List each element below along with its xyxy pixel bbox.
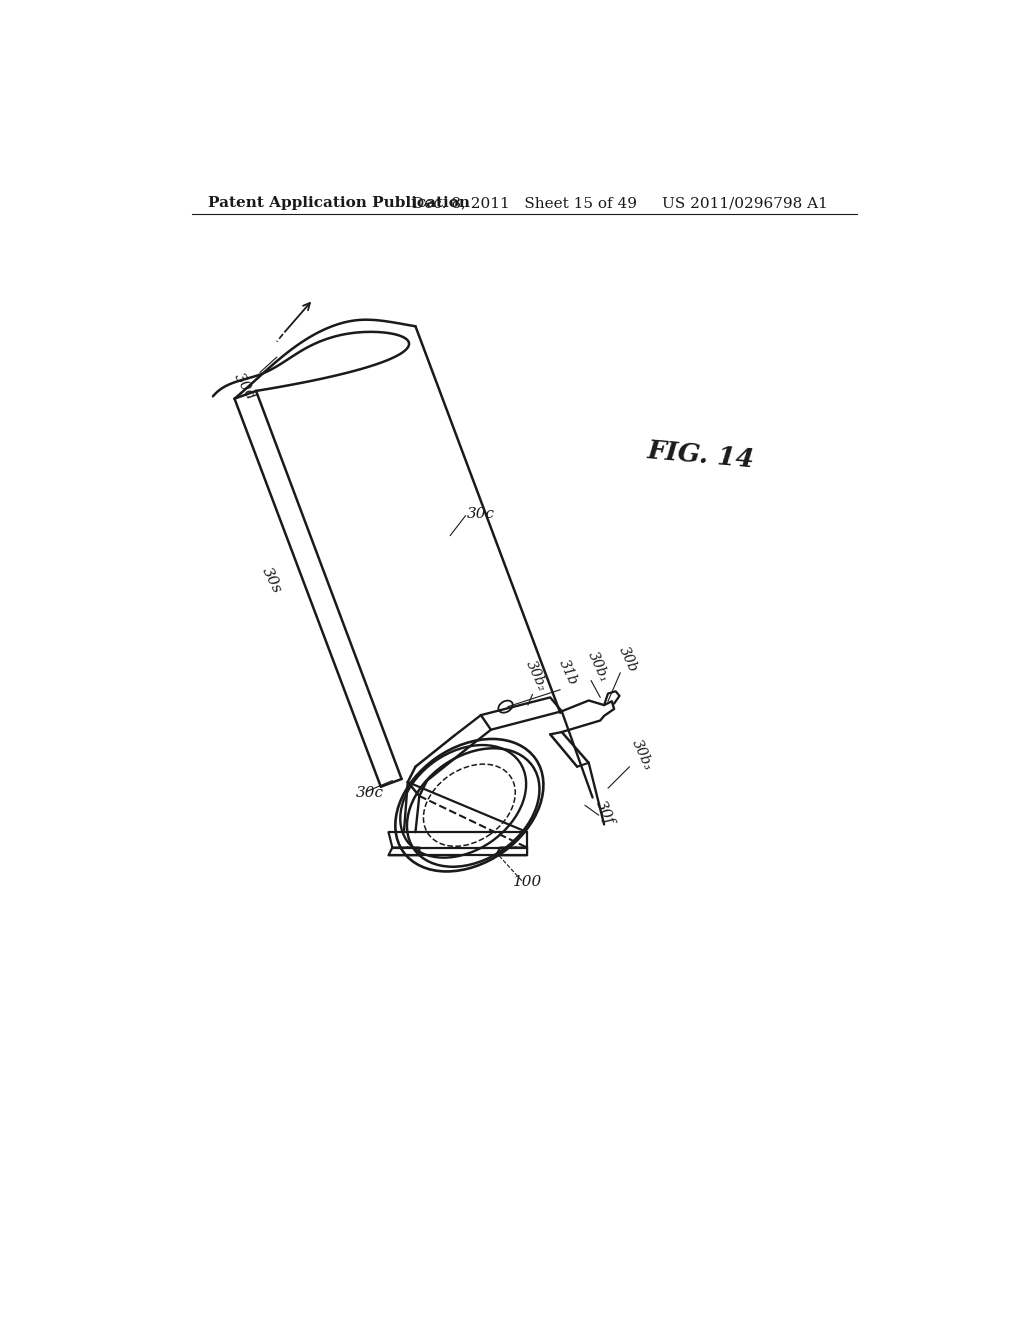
- Text: Dec. 8, 2011   Sheet 15 of 49: Dec. 8, 2011 Sheet 15 of 49: [412, 197, 637, 210]
- Text: 30c: 30c: [467, 507, 495, 521]
- Text: Patent Application Publication: Patent Application Publication: [208, 197, 470, 210]
- Text: US 2011/0296798 A1: US 2011/0296798 A1: [662, 197, 827, 210]
- Text: 30b: 30b: [615, 644, 640, 675]
- Text: 31b: 31b: [556, 657, 581, 688]
- Text: 30d: 30d: [231, 370, 258, 403]
- Text: 30c: 30c: [355, 785, 383, 800]
- Text: 30s: 30s: [259, 565, 284, 595]
- Text: 30b₁: 30b₁: [585, 649, 611, 684]
- Text: FIG. 14: FIG. 14: [646, 438, 756, 473]
- Text: 30b₃: 30b₃: [630, 738, 655, 772]
- Text: 30b₂: 30b₂: [523, 659, 550, 693]
- Text: 100: 100: [513, 875, 543, 890]
- Text: 30f: 30f: [593, 799, 615, 828]
